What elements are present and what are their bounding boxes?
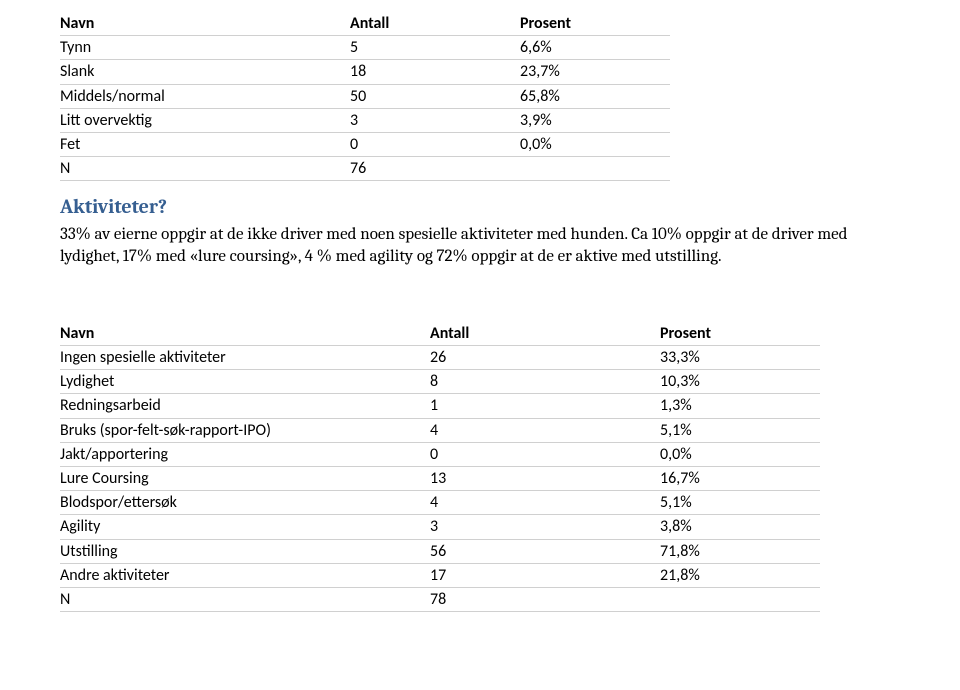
table-cell: Lure Coursing bbox=[60, 466, 430, 490]
table-cell: Andre aktiviteter bbox=[60, 563, 430, 587]
table-cell: 26 bbox=[430, 346, 660, 370]
table-cell: 17 bbox=[430, 563, 660, 587]
table-cell bbox=[660, 587, 820, 611]
table2-header-percent: Prosent bbox=[660, 322, 820, 346]
table-row: Ingen spesielle aktiviteter2633,3% bbox=[60, 346, 820, 370]
table1-header-count: Antall bbox=[350, 12, 520, 36]
table-cell: 23,7% bbox=[520, 60, 670, 84]
table-row: Middels/normal5065,8% bbox=[60, 84, 670, 108]
table-cell: Fet bbox=[60, 132, 350, 156]
table-row: Slank1823,7% bbox=[60, 60, 670, 84]
table-row: Andre aktiviteter1721,8% bbox=[60, 563, 820, 587]
table-cell: Slank bbox=[60, 60, 350, 84]
table2-body: Ingen spesielle aktiviteter2633,3%Lydigh… bbox=[60, 346, 820, 612]
table-row: N76 bbox=[60, 157, 670, 181]
table-cell: 16,7% bbox=[660, 466, 820, 490]
table-row: Lydighet810,3% bbox=[60, 370, 820, 394]
table-cell: 3 bbox=[350, 108, 520, 132]
table-cell: 13 bbox=[430, 466, 660, 490]
table-cell: 0 bbox=[350, 132, 520, 156]
table-row: Utstilling5671,8% bbox=[60, 539, 820, 563]
table-row: Tynn56,6% bbox=[60, 36, 670, 60]
table-cell: 18 bbox=[350, 60, 520, 84]
table-cell: Lydighet bbox=[60, 370, 430, 394]
activities-body-text: 33% av eierne oppgir at de ikke driver m… bbox=[60, 224, 900, 267]
table-row: Blodspor/ettersøk45,1% bbox=[60, 491, 820, 515]
table-cell: 0,0% bbox=[520, 132, 670, 156]
table-row: N78 bbox=[60, 587, 820, 611]
activities-table: Navn Antall Prosent Ingen spesielle akti… bbox=[60, 322, 820, 612]
table-cell: 3,8% bbox=[660, 515, 820, 539]
table-cell: 33,3% bbox=[660, 346, 820, 370]
table-row: Redningsarbeid11,3% bbox=[60, 394, 820, 418]
table-cell: Agility bbox=[60, 515, 430, 539]
table-cell: 0 bbox=[430, 442, 660, 466]
table-row: Litt overvektig33,9% bbox=[60, 108, 670, 132]
table-cell: 10,3% bbox=[660, 370, 820, 394]
table-cell: 78 bbox=[430, 587, 660, 611]
table-cell bbox=[520, 157, 670, 181]
table-cell: Redningsarbeid bbox=[60, 394, 430, 418]
table-cell: Middels/normal bbox=[60, 84, 350, 108]
table-cell: 21,8% bbox=[660, 563, 820, 587]
table2-header-count: Antall bbox=[430, 322, 660, 346]
table-cell: 4 bbox=[430, 418, 660, 442]
table-cell: 76 bbox=[350, 157, 520, 181]
table-cell: Litt overvektig bbox=[60, 108, 350, 132]
table-cell: 8 bbox=[430, 370, 660, 394]
activities-heading: Aktiviteter? bbox=[60, 195, 900, 218]
table1-body: Tynn56,6%Slank1823,7%Middels/normal5065,… bbox=[60, 36, 670, 181]
table-cell: Jakt/apportering bbox=[60, 442, 430, 466]
table-cell: 56 bbox=[430, 539, 660, 563]
table-cell: Ingen spesielle aktiviteter bbox=[60, 346, 430, 370]
table-cell: Bruks (spor-felt-søk-rapport-IPO) bbox=[60, 418, 430, 442]
table-cell: 5,1% bbox=[660, 491, 820, 515]
table-cell: 5 bbox=[350, 36, 520, 60]
table-row: Agility33,8% bbox=[60, 515, 820, 539]
table-cell: 1 bbox=[430, 394, 660, 418]
table-cell: 5,1% bbox=[660, 418, 820, 442]
table-row: Bruks (spor-felt-søk-rapport-IPO)45,1% bbox=[60, 418, 820, 442]
table-row: Fet00,0% bbox=[60, 132, 670, 156]
page-root: { "table1": { "columns": ["Navn", "Antal… bbox=[0, 0, 960, 690]
table-cell: 1,3% bbox=[660, 394, 820, 418]
table-cell: 65,8% bbox=[520, 84, 670, 108]
table-row: Lure Coursing1316,7% bbox=[60, 466, 820, 490]
body-type-table: Navn Antall Prosent Tynn56,6%Slank1823,7… bbox=[60, 12, 670, 181]
table-cell: 3 bbox=[430, 515, 660, 539]
table-row: Jakt/apportering00,0% bbox=[60, 442, 820, 466]
table1-header-percent: Prosent bbox=[520, 12, 670, 36]
table-cell: 3,9% bbox=[520, 108, 670, 132]
table-cell: Utstilling bbox=[60, 539, 430, 563]
table-cell: Tynn bbox=[60, 36, 350, 60]
table1-header-name: Navn bbox=[60, 12, 350, 36]
table2-header-name: Navn bbox=[60, 322, 430, 346]
table-cell: N bbox=[60, 587, 430, 611]
table-cell: 6,6% bbox=[520, 36, 670, 60]
table-cell: 50 bbox=[350, 84, 520, 108]
table-cell: 71,8% bbox=[660, 539, 820, 563]
table-cell: N bbox=[60, 157, 350, 181]
table-cell: 0,0% bbox=[660, 442, 820, 466]
table-cell: 4 bbox=[430, 491, 660, 515]
table-cell: Blodspor/ettersøk bbox=[60, 491, 430, 515]
